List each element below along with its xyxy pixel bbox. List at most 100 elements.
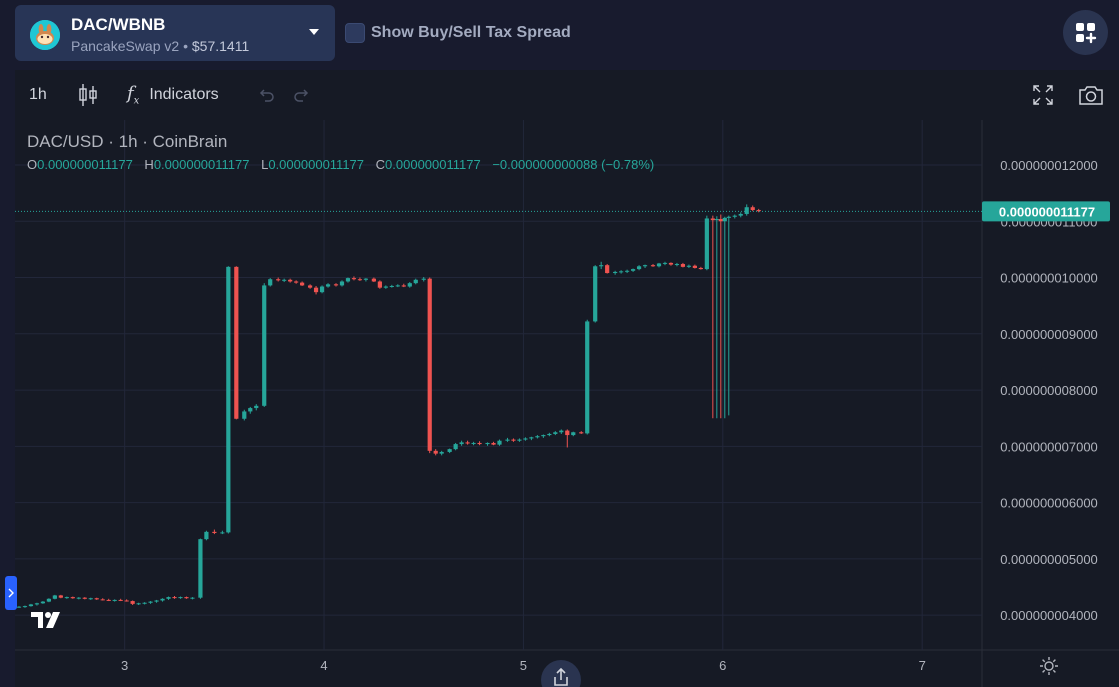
- exchange-name: PancakeSwap v2: [71, 38, 180, 54]
- open-value: 0.000000011177: [37, 157, 133, 172]
- candle: [226, 266, 231, 534]
- candle: [585, 319, 590, 435]
- candle: [718, 214, 723, 419]
- time-tick-label: 7: [919, 658, 926, 673]
- gear-icon[interactable]: [1038, 655, 1060, 677]
- price-tick-label: 0.000000004000: [1000, 608, 1098, 623]
- redo-icon: [294, 89, 309, 102]
- candle-body: [738, 213, 743, 216]
- share-button[interactable]: [541, 660, 581, 687]
- last-price-badge: [982, 201, 1110, 222]
- candle: [212, 529, 217, 535]
- candle-body: [447, 449, 452, 452]
- candle: [357, 277, 363, 281]
- candle-body: [433, 450, 438, 454]
- candle-body: [625, 270, 630, 272]
- candle: [738, 212, 743, 218]
- candle: [220, 530, 225, 535]
- high-label: H: [144, 157, 154, 172]
- apps-button[interactable]: [1063, 10, 1108, 55]
- candle: [242, 409, 247, 421]
- candle-body: [529, 437, 534, 439]
- candle-body: [333, 284, 339, 286]
- candle: [268, 278, 273, 287]
- candle: [371, 277, 376, 283]
- candle-body: [485, 442, 490, 445]
- candle: [605, 264, 610, 274]
- candle-body: [523, 438, 528, 440]
- candle-body: [345, 278, 351, 282]
- candle-body: [698, 267, 703, 270]
- candle-body: [605, 265, 610, 274]
- candle-body: [619, 271, 624, 273]
- chart-type-button[interactable]: [77, 82, 99, 108]
- candle: [459, 440, 464, 446]
- candle-body: [172, 597, 177, 599]
- candle-body: [465, 442, 470, 444]
- candle-body: [142, 602, 147, 604]
- pair-selector[interactable]: DAC/WBNB PancakeSwap v2 • $57.1411: [15, 5, 335, 61]
- ohlc-legend: O0.000000011177 H0.000000011177 L0.00000…: [27, 157, 654, 172]
- candle: [732, 214, 737, 219]
- candle-body: [276, 279, 281, 281]
- price-tick-label: 0.000000005000: [1000, 552, 1098, 567]
- candle-body: [389, 285, 394, 287]
- candle: [345, 277, 351, 283]
- price-tick-label: 0.000000007000: [1000, 439, 1098, 454]
- candle: [34, 602, 40, 606]
- candle-body: [692, 265, 697, 268]
- candle: [613, 270, 618, 275]
- candle: [276, 277, 281, 282]
- candle-body: [204, 531, 209, 540]
- candle: [447, 448, 452, 454]
- redo-button[interactable]: [291, 82, 311, 108]
- tradingview-logo-icon[interactable]: [29, 605, 65, 633]
- candle-body: [497, 440, 502, 445]
- candle: [40, 601, 46, 604]
- low-label: L: [261, 157, 269, 172]
- candle: [593, 265, 598, 323]
- candle-body: [704, 218, 709, 270]
- candle: [517, 438, 522, 442]
- candle-body: [136, 603, 141, 605]
- candle-body: [190, 597, 195, 599]
- tax-spread-checkbox[interactable]: [345, 23, 365, 43]
- candle: [248, 406, 253, 414]
- fullscreen-button[interactable]: [1031, 82, 1055, 108]
- chart-panel[interactable]: 1h fx Indicators: [15, 70, 1119, 687]
- price-tick-label: 0.000000006000: [1000, 496, 1098, 511]
- candle: [383, 285, 388, 289]
- candle-body: [313, 287, 319, 293]
- tax-spread-toggle[interactable]: Show Buy/Sell Tax Spread: [345, 22, 571, 44]
- time-tick-label: 6: [719, 658, 726, 673]
- candle: [198, 538, 203, 599]
- candle: [16, 606, 22, 608]
- candlestick-chart[interactable]: 0.0000000120000.0000000110000.0000000100…: [15, 70, 1119, 687]
- chevron-right-icon: [8, 588, 14, 598]
- candle-body: [58, 595, 63, 598]
- indicators-button[interactable]: fx Indicators: [127, 82, 219, 108]
- candle: [698, 266, 703, 270]
- pancakeswap-logo-icon: [30, 20, 60, 50]
- candle: [714, 216, 719, 419]
- candle: [668, 262, 674, 266]
- candle-body: [268, 279, 273, 286]
- candle-body: [750, 207, 755, 211]
- undo-button[interactable]: [257, 82, 277, 108]
- screenshot-button[interactable]: [1077, 82, 1105, 108]
- candle: [427, 277, 432, 454]
- candle: [190, 597, 195, 600]
- candle: [325, 283, 331, 288]
- candle-body: [599, 265, 604, 267]
- candle-body: [427, 278, 432, 451]
- candle-body: [439, 451, 444, 454]
- candle-body: [118, 599, 123, 601]
- candle-body: [300, 282, 305, 286]
- candle-body: [511, 439, 516, 441]
- side-panel-handle[interactable]: [5, 576, 17, 610]
- candle-body: [371, 278, 376, 282]
- price-tick-label: 0.000000010000: [1000, 271, 1098, 286]
- interval-button[interactable]: 1h: [29, 86, 47, 103]
- candle-body: [339, 281, 345, 286]
- candle: [674, 262, 680, 267]
